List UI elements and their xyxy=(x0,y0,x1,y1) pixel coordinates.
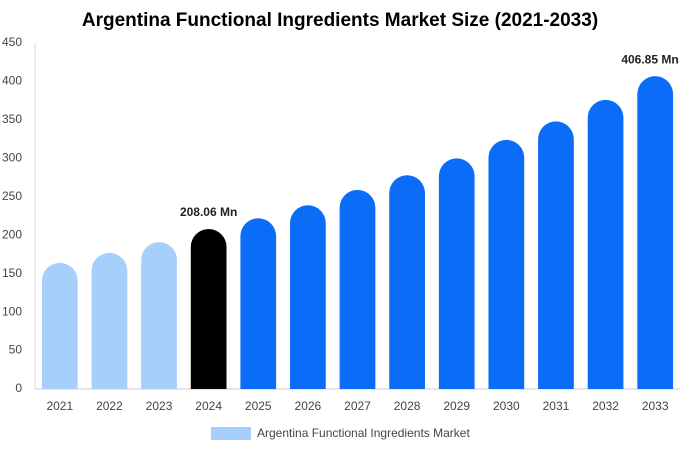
bar xyxy=(141,242,177,389)
x-tick-label: 2028 xyxy=(394,399,421,413)
y-tick-label: 400 xyxy=(2,74,22,88)
bar xyxy=(190,229,227,389)
bar xyxy=(41,262,78,389)
x-tick-label: 2029 xyxy=(443,399,470,413)
y-tick-label: 100 xyxy=(2,304,22,318)
x-tick-label: 2030 xyxy=(493,399,520,413)
x-tick-label: 2032 xyxy=(592,399,619,413)
bar xyxy=(488,139,525,389)
y-tick-label: 50 xyxy=(9,343,23,357)
bar xyxy=(91,252,128,389)
bar xyxy=(538,121,574,390)
y-tick-label: 350 xyxy=(2,112,22,126)
x-tick-label: 2024 xyxy=(195,399,222,413)
y-tick-label: 0 xyxy=(15,381,22,395)
x-tick-label: 2022 xyxy=(96,399,123,413)
chart-title: Argentina Functional Ingredients Market … xyxy=(82,10,598,31)
y-tick-label: 150 xyxy=(2,266,22,280)
legend-label: Argentina Functional Ingredients Market xyxy=(257,426,470,440)
bar xyxy=(389,175,425,389)
x-tick-label: 2021 xyxy=(46,399,73,413)
data-label: 406.85 Mn xyxy=(621,52,678,66)
x-tick-label: 2025 xyxy=(245,399,272,413)
bar xyxy=(240,218,277,389)
data-label: 208.06 Mn xyxy=(180,205,237,219)
legend-swatch xyxy=(211,427,251,440)
bar xyxy=(339,189,376,389)
bar xyxy=(587,99,624,390)
bar xyxy=(438,158,475,389)
y-tick-label: 200 xyxy=(2,227,22,241)
y-tick-label: 300 xyxy=(2,151,22,165)
y-tick-label: 450 xyxy=(2,35,22,49)
x-tick-label: 2031 xyxy=(543,399,570,413)
x-tick-label: 2026 xyxy=(295,399,322,413)
y-tick-label: 250 xyxy=(2,189,22,203)
bar xyxy=(290,205,326,389)
x-tick-label: 2027 xyxy=(344,399,371,413)
x-tick-label: 2033 xyxy=(642,399,669,413)
x-tick-label: 2023 xyxy=(146,399,173,413)
bar xyxy=(637,76,674,390)
